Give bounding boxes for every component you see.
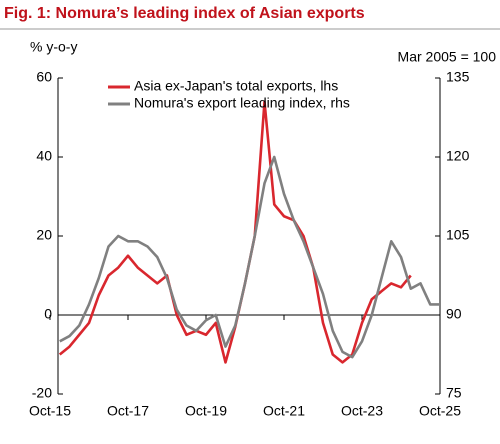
y-tick-label: 60 (36, 69, 52, 85)
y2-tick-label: 120 (446, 148, 470, 164)
series-line (59, 155, 440, 359)
x-tick-label: Oct-19 (185, 403, 227, 419)
y-axis-label: % y-o-y (30, 39, 77, 55)
y-tick-label: 0 (44, 306, 52, 322)
y2-axis-label: Mar 2005 = 100 (398, 49, 497, 65)
y2-tick-label: 75 (446, 385, 462, 401)
y-tick-label: 20 (36, 227, 52, 243)
y2-tick-label: 105 (446, 227, 470, 243)
x-tick-label: Oct-17 (107, 403, 149, 419)
legend-label: Asia ex-Japan's total exports, lhs (134, 78, 338, 94)
chart-title: Fig. 1: Nomura’s leading index of Asian … (4, 5, 365, 22)
x-tick-label: Oct-21 (263, 403, 305, 419)
x-tick-label: Oct-15 (29, 403, 71, 419)
legend-label: Nomura's export leading index, rhs (134, 95, 350, 111)
y2-tick-label: 90 (446, 306, 462, 322)
y-tick-label: -20 (32, 385, 52, 401)
y2-tick-label: 135 (446, 69, 470, 85)
y-tick-label: 40 (36, 148, 52, 164)
x-tick-label: Oct-25 (419, 403, 461, 419)
x-tick-label: Oct-23 (341, 403, 383, 419)
